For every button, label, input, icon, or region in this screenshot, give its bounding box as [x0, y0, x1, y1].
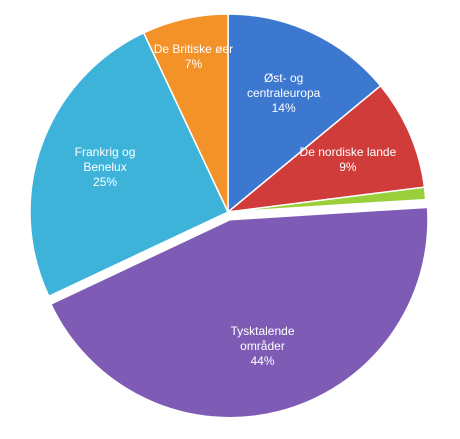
pie-slice [227, 13, 382, 214]
slice-value: 14% [271, 101, 296, 116]
slice-value: 9% [339, 160, 357, 175]
slice-name: Øst- og centraleuropa [246, 71, 321, 101]
slice-label: Øst- og centraleuropa 14% [234, 71, 334, 116]
slice-label: De Britiske øer 7% [143, 42, 243, 72]
pie-slice [29, 31, 229, 298]
slice-name: Tysktalende områder [230, 323, 295, 353]
pie-slice [142, 13, 229, 213]
pie-slice [227, 186, 427, 213]
slice-value: 7% [184, 57, 203, 72]
pie-slice [225, 84, 426, 214]
slice-name: De Britiske øer [153, 42, 234, 57]
slice-value: 44% [250, 353, 275, 368]
pie-slice [49, 206, 429, 419]
slice-label: Tysktalende områder 44% [212, 324, 312, 369]
slice-value: 25% [93, 175, 118, 190]
slice-name: De nordiske lande [299, 145, 397, 160]
slice-label: Frankrig og Benelux 25% [55, 145, 155, 190]
slice-name: Frankrig og Benelux [74, 145, 136, 175]
slice-label: De nordiske lande 9% [298, 145, 398, 175]
